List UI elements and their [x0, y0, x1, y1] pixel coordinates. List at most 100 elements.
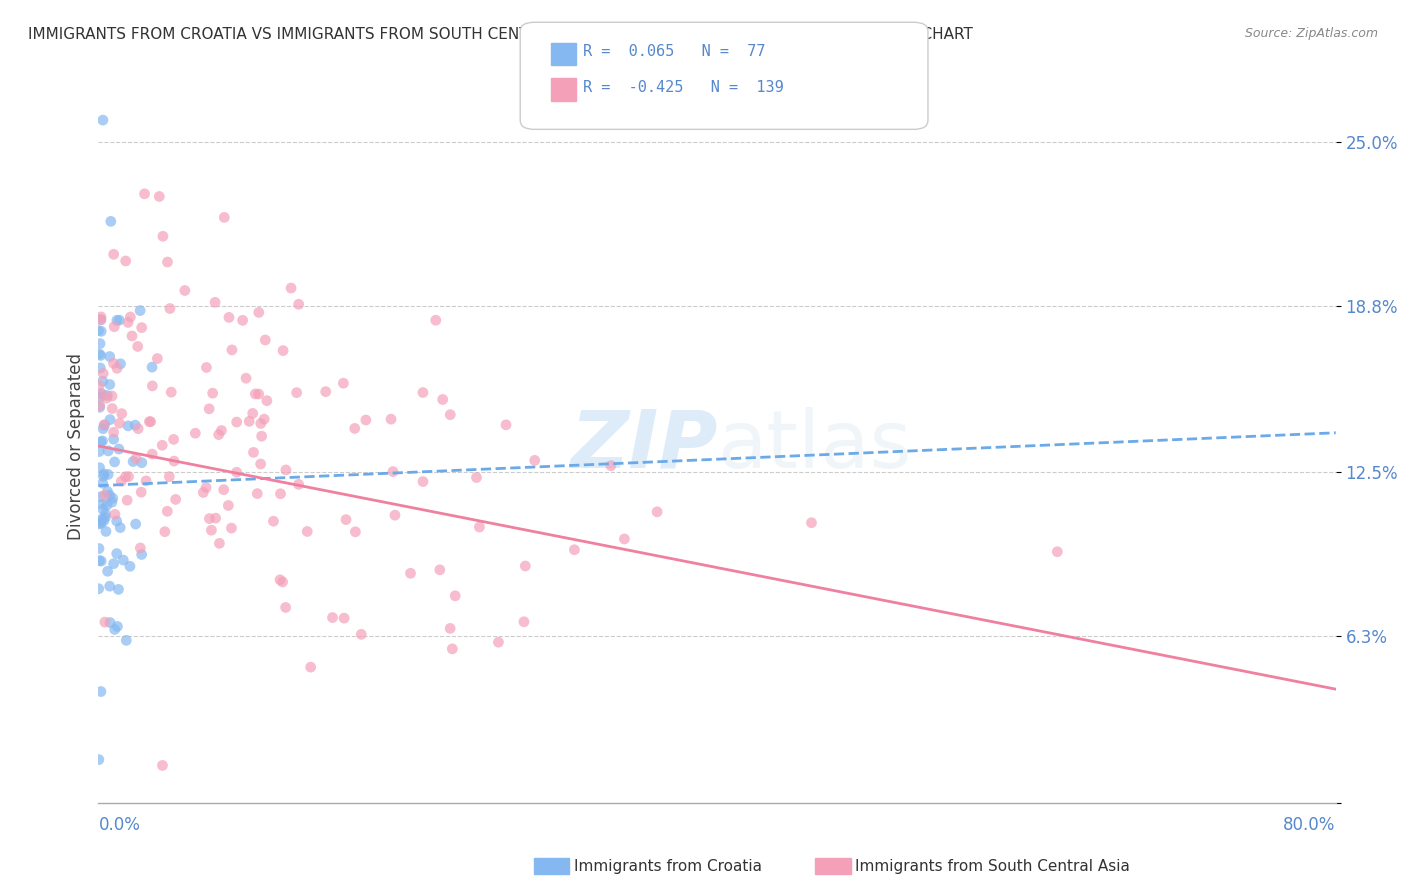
- Point: [93, 417, 115, 432]
- Point: [91, 502, 114, 516]
- Point: [280, 281, 302, 295]
- Point: [200, 523, 222, 537]
- Point: [256, 393, 278, 408]
- Point: [204, 511, 226, 525]
- Point: [444, 589, 467, 603]
- Point: [152, 229, 174, 244]
- Point: [432, 392, 454, 407]
- Point: [96, 498, 118, 512]
- Point: [105, 313, 128, 327]
- Point: [98, 350, 121, 364]
- Point: [242, 445, 264, 459]
- Point: [111, 407, 134, 421]
- Point: [198, 401, 221, 416]
- Point: [382, 465, 405, 479]
- Point: [89, 490, 111, 504]
- Point: [105, 361, 128, 376]
- Point: [114, 469, 136, 483]
- Point: [90, 516, 112, 531]
- Point: [439, 408, 461, 422]
- Point: [89, 401, 111, 415]
- Point: [173, 284, 195, 298]
- Point: [96, 388, 118, 402]
- Point: [90, 312, 112, 326]
- Point: [90, 348, 112, 362]
- Point: [204, 295, 226, 310]
- Point: [103, 425, 125, 440]
- Point: [93, 488, 115, 502]
- Point: [193, 485, 215, 500]
- Point: [271, 574, 294, 589]
- Point: [254, 333, 277, 347]
- Point: [211, 424, 233, 438]
- Point: [486, 635, 509, 649]
- Point: [429, 563, 451, 577]
- Point: [245, 387, 267, 401]
- Point: [108, 313, 131, 327]
- Point: [91, 374, 114, 388]
- Point: [495, 417, 517, 432]
- Point: [271, 343, 294, 358]
- Point: [94, 510, 117, 524]
- Point: [214, 211, 236, 225]
- Point: [90, 684, 112, 698]
- Point: [89, 347, 111, 361]
- Point: [100, 214, 122, 228]
- Point: [332, 376, 354, 391]
- Point: [523, 453, 546, 467]
- Point: [287, 297, 309, 311]
- Point: [91, 434, 114, 448]
- Point: [108, 442, 131, 456]
- Point: [263, 514, 285, 528]
- Point: [105, 547, 128, 561]
- Point: [249, 457, 271, 471]
- Point: [399, 566, 422, 581]
- Point: [101, 495, 124, 509]
- Point: [97, 444, 120, 458]
- Point: [101, 491, 124, 506]
- Point: [184, 426, 207, 441]
- Point: [93, 467, 115, 481]
- Point: [250, 429, 273, 443]
- Point: [159, 301, 181, 316]
- Y-axis label: Divorced or Separated: Divorced or Separated: [66, 352, 84, 540]
- Point: [90, 310, 112, 324]
- Point: [89, 514, 111, 528]
- Point: [114, 254, 136, 268]
- Point: [96, 391, 118, 405]
- Point: [93, 418, 115, 433]
- Point: [195, 360, 218, 375]
- Point: [350, 627, 373, 641]
- Point: [221, 521, 243, 535]
- Point: [122, 454, 145, 468]
- Point: [253, 412, 276, 426]
- Point: [225, 415, 247, 429]
- Point: [412, 385, 434, 400]
- Point: [162, 433, 184, 447]
- Point: [91, 497, 114, 511]
- Point: [208, 427, 231, 442]
- Point: [89, 553, 111, 567]
- Point: [89, 378, 111, 392]
- Point: [380, 412, 402, 426]
- Point: [125, 451, 148, 466]
- Point: [232, 313, 254, 327]
- Point: [87, 582, 110, 596]
- Point: [110, 475, 132, 489]
- Point: [165, 492, 187, 507]
- Point: [90, 554, 112, 568]
- Point: [468, 520, 491, 534]
- Point: [246, 486, 269, 500]
- Point: [287, 477, 309, 491]
- Point: [107, 619, 129, 633]
- Point: [131, 548, 153, 562]
- Point: [90, 435, 112, 450]
- Point: [513, 615, 536, 629]
- Point: [384, 508, 406, 523]
- Text: atlas: atlas: [717, 407, 911, 485]
- Point: [238, 414, 260, 428]
- Point: [110, 357, 132, 371]
- Point: [225, 465, 247, 479]
- Point: [465, 470, 488, 484]
- Point: [212, 483, 235, 497]
